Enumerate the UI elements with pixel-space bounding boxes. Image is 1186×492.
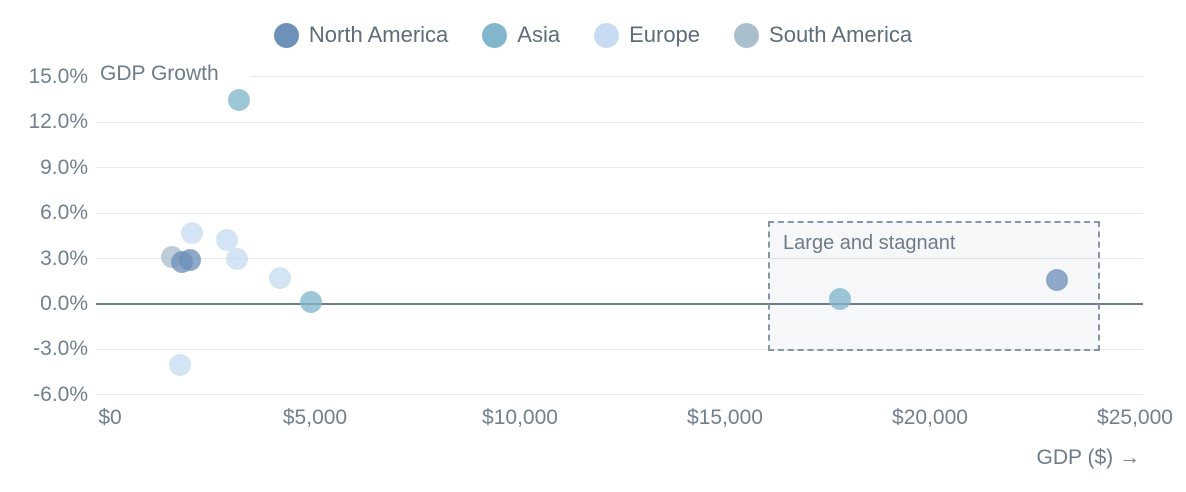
legend-swatch-icon (734, 22, 760, 48)
gridline (96, 212, 1143, 214)
gridline (96, 348, 1143, 350)
annotation-box: Large and stagnant (768, 220, 1101, 351)
y-tick-label: 12.0% (28, 110, 88, 134)
y-tick-label: 0.0% (40, 292, 88, 315)
y-tick-label: -3.0% (33, 337, 88, 361)
data-point-north-america[interactable] (1046, 268, 1069, 291)
x-tick-label: $25,000 (1097, 406, 1173, 429)
chart-legend: North America Asia Europe South America (0, 22, 1186, 48)
y-tick-label: 15.0% (28, 64, 88, 88)
x-tick-label: $20,000 (892, 406, 968, 429)
legend-item-europe[interactable]: Europe (594, 22, 700, 48)
data-point-europe[interactable] (269, 267, 292, 290)
legend-swatch-icon (594, 22, 620, 48)
legend-label: Asia (517, 22, 561, 47)
legend-item-asia[interactable]: Asia (482, 22, 560, 48)
y-axis-title: GDP Growth (100, 62, 219, 85)
x-tick-label: $5,000 (282, 406, 348, 429)
legend-swatch-icon (273, 22, 299, 48)
data-point-asia[interactable] (228, 88, 251, 111)
y-tick-label: 9.0% (40, 155, 88, 179)
data-point-europe[interactable] (215, 229, 238, 252)
x-tick-label: $15,000 (687, 406, 763, 429)
y-tick-label: -6.0% (33, 382, 88, 406)
data-point-europe[interactable] (168, 353, 191, 376)
gridline (250, 76, 1143, 78)
gridline (96, 394, 1143, 396)
legend-swatch-icon (482, 22, 508, 48)
legend-label: Europe (629, 22, 701, 47)
x-tick-label: $0 (98, 406, 122, 429)
legend-item-south-america[interactable]: South America (734, 22, 912, 48)
legend-label: North America (308, 22, 449, 47)
y-tick-label: 3.0% (40, 246, 88, 270)
data-point-asia[interactable] (299, 291, 322, 314)
x-axis-title: GDP ($) → (1036, 446, 1140, 469)
legend-label: South America (769, 22, 913, 47)
gridline (96, 167, 1143, 169)
gridline (96, 258, 1143, 260)
data-point-asia[interactable] (828, 288, 851, 311)
annotation-label: Large and stagnant (783, 231, 956, 254)
zero-baseline (96, 303, 1143, 305)
gridline (96, 121, 1143, 123)
data-point-north-america[interactable] (178, 249, 201, 272)
y-tick-label: 6.0% (40, 201, 88, 225)
legend-item-north-america[interactable]: North America (273, 22, 449, 48)
x-tick-label: $10,000 (482, 406, 558, 429)
data-point-europe[interactable] (226, 247, 249, 270)
data-point-europe[interactable] (181, 221, 203, 244)
